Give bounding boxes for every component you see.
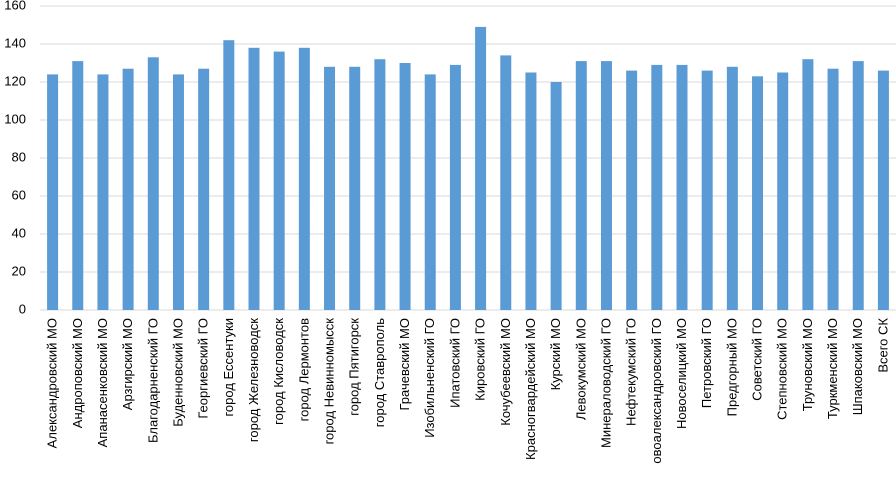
x-tick-label: Курский МО	[548, 318, 563, 390]
x-tick-label: Грачевский МО	[397, 318, 412, 411]
x-tick-label: город Железноводск	[246, 318, 261, 442]
bar	[550, 82, 562, 310]
x-tick-label: Новоселицкий МО	[674, 318, 689, 429]
x-tick-label: город Ессентуки	[221, 318, 236, 417]
bar	[600, 61, 612, 310]
bar	[248, 47, 260, 311]
y-tick-label: 60	[12, 187, 26, 202]
x-tick-label: Всего СК	[875, 318, 890, 373]
bar	[701, 70, 713, 310]
x-tick-label: Арзгирский МО	[120, 318, 135, 410]
y-tick-label: 140	[4, 35, 26, 50]
bar	[324, 66, 336, 310]
bar	[349, 66, 361, 310]
bar	[651, 64, 663, 311]
bar	[752, 76, 764, 310]
bar	[475, 26, 487, 311]
y-tick-label: 120	[4, 73, 26, 88]
bar	[525, 72, 537, 310]
x-tick-label: Шпаковский МО	[850, 318, 865, 415]
bar	[802, 59, 814, 311]
x-tick-label: Ипатовский ГО	[447, 318, 462, 408]
bar	[273, 51, 285, 310]
y-tick-label: 160	[4, 0, 26, 12]
bar	[172, 74, 184, 311]
y-tick-label: 40	[12, 225, 26, 240]
bar	[575, 61, 587, 310]
x-tick-label: Андроповский МО	[70, 318, 85, 428]
x-tick-label: Предгорный МО	[724, 318, 739, 416]
x-tick-label: Туркменский МО	[825, 318, 840, 419]
x-tick-label: город Ставрополь	[372, 318, 387, 427]
x-tick-label: овоалександровский ГО	[649, 318, 664, 464]
x-tick-label: Минераловодский ГО	[598, 318, 613, 448]
x-tick-label: город Пятигорск	[347, 318, 362, 416]
bar	[777, 72, 789, 310]
bar	[877, 70, 889, 310]
x-tick-label: Буденновский МО	[170, 318, 185, 427]
x-tick-label: Левокумский МО	[573, 318, 588, 420]
bar	[626, 70, 638, 310]
y-tick-label: 100	[4, 111, 26, 126]
x-tick-label: Изобильненский ГО	[422, 318, 437, 438]
x-tick-label: город Лермонтов	[296, 318, 311, 421]
y-tick-label: 0	[19, 301, 26, 316]
x-tick-label: Труновский МО	[800, 318, 815, 411]
bar	[500, 55, 512, 311]
bar	[147, 57, 159, 310]
bar	[198, 68, 210, 310]
x-tick-label: Нефтекумский ГО	[624, 318, 639, 426]
bar	[298, 47, 310, 311]
x-tick-label: Александровский МО	[45, 318, 60, 448]
x-tick-label: Благодарненский ГО	[145, 318, 160, 443]
x-tick-label: город Кисловодск	[271, 318, 286, 425]
bar	[223, 40, 235, 310]
x-tick-label: Кировский ГО	[473, 318, 488, 401]
bar	[726, 66, 738, 310]
x-tick-label: Красногвардейский МО	[523, 318, 538, 460]
bar	[827, 68, 839, 310]
x-tick-label: Степновский МО	[775, 318, 790, 420]
y-tick-label: 20	[12, 263, 26, 278]
x-tick-label: Апанасенковский МО	[95, 318, 110, 447]
x-tick-label: Кочубеевский МО	[498, 318, 513, 426]
bar	[449, 64, 461, 311]
bar	[399, 63, 411, 310]
bar	[676, 64, 688, 311]
x-tick-label: Советский ГО	[750, 318, 765, 401]
y-tick-label: 80	[12, 149, 26, 164]
bar	[852, 61, 864, 310]
bar	[122, 68, 134, 310]
bar	[72, 61, 84, 310]
bar	[47, 74, 59, 311]
bar	[97, 74, 109, 311]
x-tick-label: Георгиевский ГО	[196, 318, 211, 419]
x-tick-label: город Невинномысск	[322, 318, 337, 445]
x-tick-label: Петровский ГО	[699, 318, 714, 408]
bar	[374, 59, 386, 311]
bar	[424, 74, 436, 311]
